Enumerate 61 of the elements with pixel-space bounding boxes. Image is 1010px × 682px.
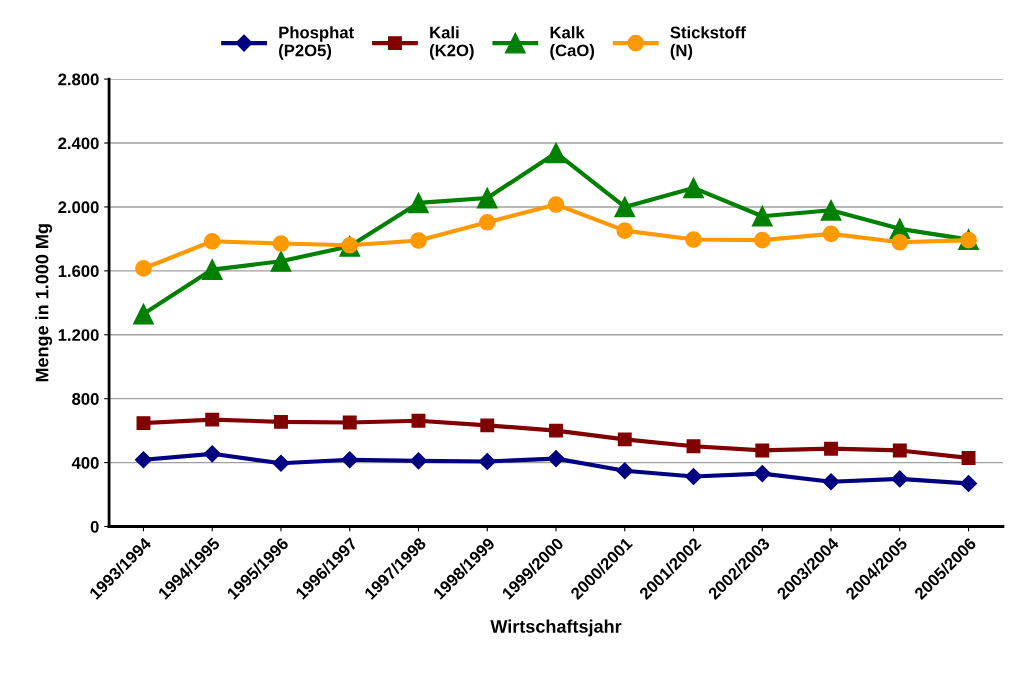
point	[342, 415, 357, 430]
point	[410, 232, 427, 249]
point	[203, 232, 221, 250]
point	[341, 451, 359, 469]
y-axis-title: Menge in 1.000 Mg	[35, 224, 53, 382]
y-tick-label: 2.000	[58, 201, 99, 214]
point	[547, 450, 565, 468]
point	[203, 445, 221, 463]
point	[614, 196, 636, 218]
legend-label: Kalk (CaO)	[550, 26, 595, 60]
point	[201, 259, 223, 280]
point	[961, 451, 976, 465]
point	[549, 423, 563, 438]
point	[820, 199, 842, 221]
legend-label: Kali (K2O)	[429, 26, 474, 60]
point	[891, 233, 909, 251]
point	[686, 439, 701, 454]
point	[685, 231, 702, 248]
y-tick-label: 2.400	[58, 137, 99, 150]
y-tick-label: 1.200	[58, 329, 99, 341]
point	[134, 451, 153, 469]
point	[411, 413, 426, 428]
point	[753, 465, 771, 483]
point	[547, 196, 565, 213]
y-tick-label: 2.800	[58, 73, 99, 86]
point	[617, 432, 632, 447]
point	[892, 443, 907, 458]
point	[136, 416, 151, 431]
point	[135, 260, 152, 277]
point	[616, 222, 634, 239]
y-tick-label: 400	[71, 456, 99, 469]
point	[408, 192, 429, 214]
legend-label: Stickstoff (N)	[670, 26, 746, 60]
point	[133, 303, 154, 325]
point	[751, 205, 773, 227]
point	[545, 142, 567, 164]
legend-label: Phosphat (P2O5)	[279, 26, 354, 60]
point	[476, 187, 498, 209]
point	[824, 441, 838, 456]
point	[683, 177, 704, 199]
y-tick-label: 1.600	[58, 265, 99, 278]
point	[409, 452, 428, 470]
point	[478, 213, 496, 231]
point	[480, 418, 495, 433]
y-tick-label: 0	[90, 520, 99, 533]
point	[755, 443, 770, 458]
x-axis-title: Wirtschaftsjahr	[490, 619, 622, 637]
point	[616, 462, 634, 480]
point	[478, 452, 496, 471]
y-tick-label: 800	[72, 393, 99, 405]
point	[959, 474, 978, 493]
point	[891, 470, 909, 488]
point	[205, 412, 220, 427]
point	[272, 454, 290, 472]
point	[822, 225, 840, 243]
point	[270, 250, 292, 272]
point	[272, 235, 290, 252]
point	[274, 414, 288, 429]
point	[684, 467, 703, 486]
point	[822, 473, 840, 491]
point	[753, 231, 771, 249]
